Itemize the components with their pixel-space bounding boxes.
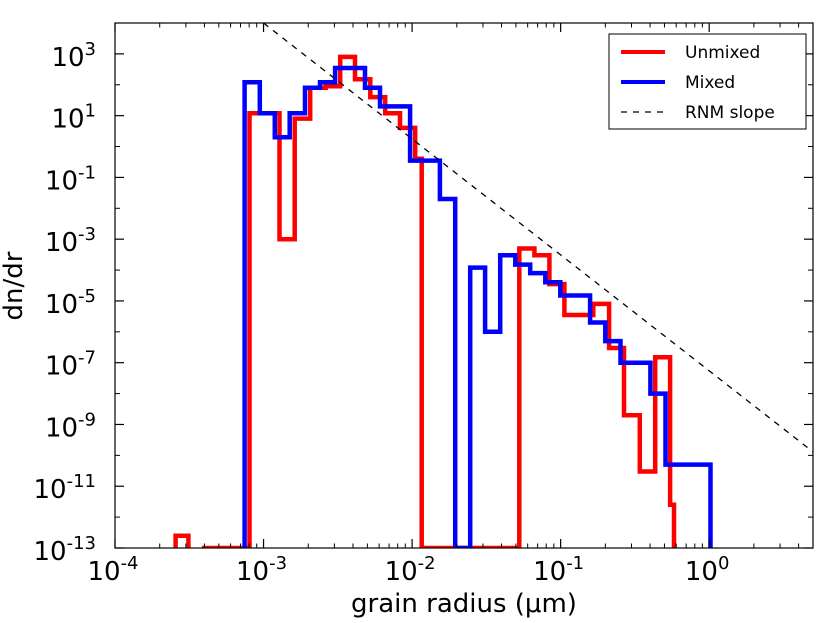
legend: Unmixed Mixed RNM slope — [608, 33, 807, 130]
x-tick-label: 10-4 — [87, 553, 138, 587]
legend-label-mixed: Mixed — [685, 73, 735, 93]
x-tick-label: 10-2 — [385, 553, 436, 587]
plot-frame — [114, 22, 814, 549]
x-tick-label: 10-3 — [236, 553, 287, 587]
y-tick-label: 103 — [51, 39, 96, 73]
y-tick-label: 10-7 — [45, 348, 96, 382]
x-tick-label: 10-1 — [533, 553, 584, 587]
y-tick-label: 10-1 — [45, 162, 96, 196]
y-tick-label: 10-3 — [45, 224, 96, 258]
legend-label-unmixed: Unmixed — [685, 43, 760, 63]
series-line-mixed — [242, 65, 713, 548]
y-tick-label: 10-11 — [34, 471, 97, 505]
x-axis-label: grain radius (μm) — [351, 589, 577, 619]
series-line-rnm-slope — [263, 23, 813, 453]
y-axis-label: dn/dr — [0, 251, 29, 320]
tick-layer: 10-4 10-3 10-2 10-1 10010-1310-1110-910-710-… — [34, 22, 814, 587]
legend-label-rnm-slope: RNM slope — [685, 103, 775, 123]
y-tick-label: 101 — [51, 101, 96, 135]
y-tick-label: 10-9 — [45, 409, 96, 443]
series-layer — [173, 23, 813, 548]
x-tick-label: 100 — [685, 553, 730, 587]
y-tick-label: 10-5 — [45, 286, 96, 320]
